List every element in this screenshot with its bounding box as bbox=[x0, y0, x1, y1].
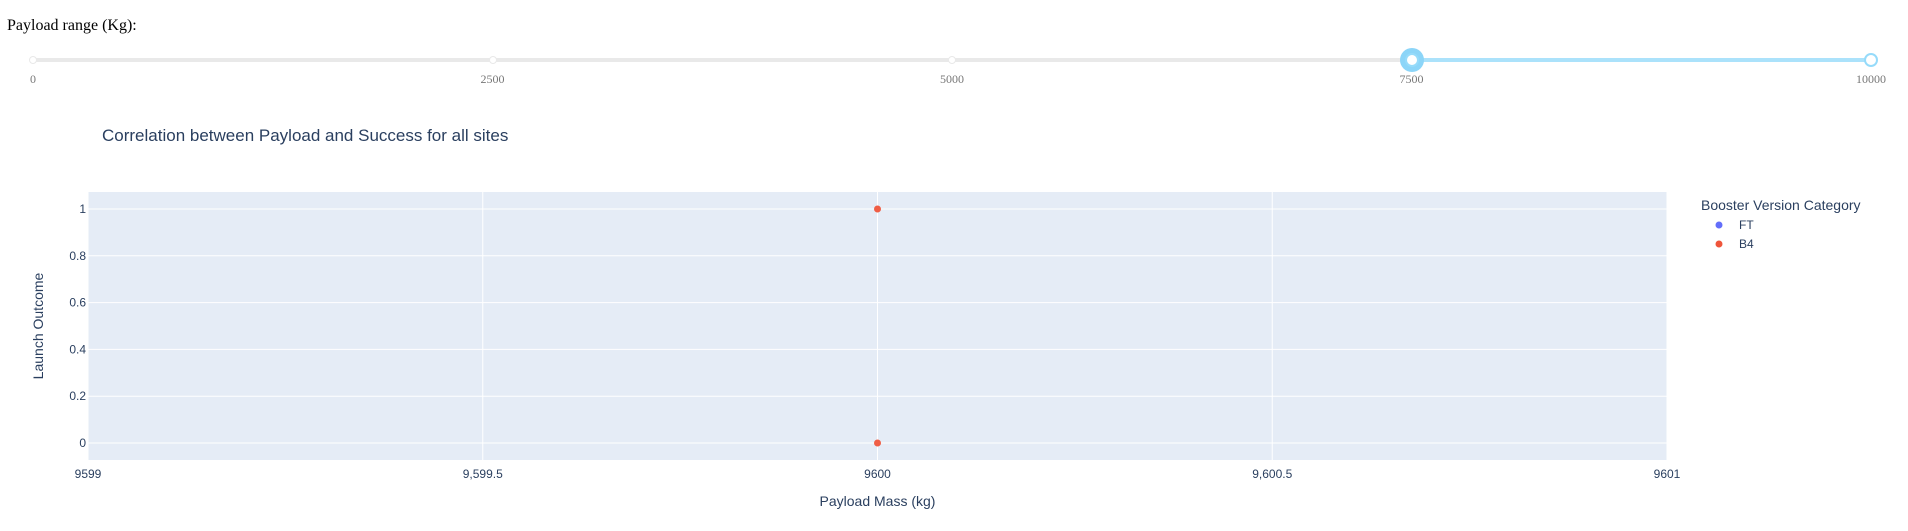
payload-range-slider[interactable]: 0 2500 5000 7500 10000 bbox=[29, 50, 1886, 90]
slider-mark-label[interactable]: 5000 bbox=[940, 72, 964, 86]
slider-handle-max[interactable] bbox=[1864, 53, 1878, 67]
slider-selected-track[interactable] bbox=[1411, 58, 1871, 62]
y-axis-label: Launch Outcome bbox=[30, 272, 46, 379]
legend-item-b4[interactable]: B4 bbox=[1739, 237, 1754, 251]
x-tick-label: 9601 bbox=[1654, 467, 1681, 481]
y-tick-label: 0.4 bbox=[69, 342, 86, 356]
slider-mark-label[interactable]: 0 bbox=[30, 72, 36, 86]
data-point-b4 bbox=[874, 205, 881, 213]
legend-item-ft[interactable]: FT bbox=[1739, 218, 1754, 232]
legend-marker-b4[interactable] bbox=[1715, 240, 1723, 248]
slider-mark-dot-2500[interactable] bbox=[488, 56, 497, 64]
data-point-b4 bbox=[874, 439, 881, 447]
slider-mark-dot-5000[interactable] bbox=[948, 56, 956, 64]
legend-marker-ft[interactable] bbox=[1715, 221, 1723, 229]
x-axis-label: Payload Mass (kg) bbox=[820, 493, 936, 509]
x-tick-label: 9599 bbox=[75, 467, 102, 481]
x-tick-label: 9,600.5 bbox=[1252, 467, 1292, 481]
x-tick-label: 9,599.5 bbox=[463, 467, 503, 481]
slider-mark-dot-0[interactable] bbox=[29, 56, 37, 64]
payload-success-scatter-chart: Correlation between Payload and Success … bbox=[30, 126, 1861, 509]
slider-mark-label[interactable]: 10000 bbox=[1856, 72, 1886, 86]
y-tick-label: 1 bbox=[79, 202, 86, 216]
y-tick-label: 0.8 bbox=[69, 249, 86, 263]
chart-title: Correlation between Payload and Success … bbox=[102, 126, 508, 145]
legend-title: Booster Version Category bbox=[1701, 197, 1861, 213]
y-tick-label: 0 bbox=[79, 436, 86, 450]
slider-mark-label[interactable]: 7500 bbox=[1399, 72, 1424, 86]
y-tick-label: 0.6 bbox=[69, 296, 86, 310]
slider-handle-min[interactable] bbox=[1404, 53, 1419, 67]
x-tick-label: 9600 bbox=[864, 467, 891, 481]
y-tick-label: 0.2 bbox=[69, 389, 86, 403]
payload-range-label: Payload range (Kg): bbox=[7, 17, 137, 34]
slider-mark-label[interactable]: 2500 bbox=[480, 72, 505, 86]
